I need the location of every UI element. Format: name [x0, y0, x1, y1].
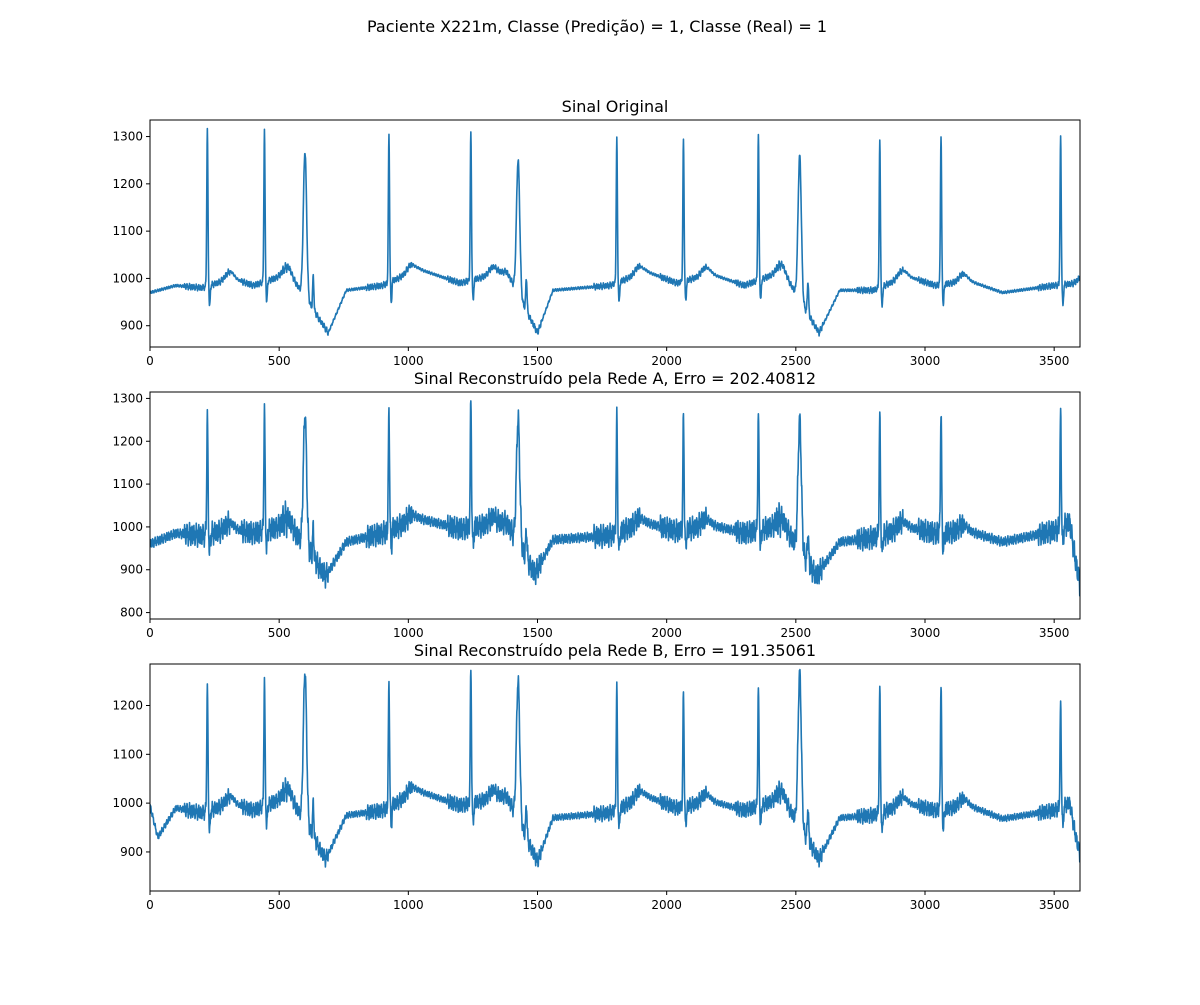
x-tick-label: 2500	[781, 626, 812, 640]
signal-line	[150, 668, 1080, 868]
subplot-title: Sinal Original	[562, 97, 669, 116]
x-tick-label: 3500	[1039, 898, 1070, 912]
y-tick-label: 1000	[112, 271, 143, 285]
x-tick-label: 3000	[910, 898, 941, 912]
x-tick-label: 500	[268, 898, 291, 912]
x-tick-label: 500	[268, 626, 291, 640]
x-tick-label: 2000	[651, 354, 682, 368]
x-tick-label: 1000	[393, 626, 424, 640]
y-tick-label: 1300	[112, 391, 143, 405]
x-tick-label: 1500	[522, 626, 553, 640]
x-tick-label: 0	[146, 626, 154, 640]
x-tick-label: 1000	[393, 898, 424, 912]
axes-frame	[149, 391, 1081, 620]
axes-frame	[149, 119, 1081, 348]
x-tick-label: 3500	[1039, 626, 1070, 640]
y-tick-label: 1000	[112, 796, 143, 810]
y-tick-label: 800	[120, 606, 143, 620]
x-tick-label: 1000	[393, 354, 424, 368]
y-tick-label: 1200	[112, 177, 143, 191]
x-tick-label: 0	[146, 898, 154, 912]
y-tick-label: 1200	[112, 698, 143, 712]
x-tick-label: 1500	[522, 898, 553, 912]
y-tick-label: 900	[120, 319, 143, 333]
x-tick-label: 3000	[910, 626, 941, 640]
y-tick-label: 1000	[112, 520, 143, 534]
x-tick-label: 2000	[651, 626, 682, 640]
x-tick-label: 1500	[522, 354, 553, 368]
y-tick-label: 1200	[112, 434, 143, 448]
x-tick-label: 3000	[910, 354, 941, 368]
axes-frame	[149, 663, 1081, 892]
subplot-2: Sinal Reconstruído pela Rede A, Erro = 2…	[112, 369, 1081, 640]
x-tick-label: 3500	[1039, 354, 1070, 368]
x-tick-label: 0	[146, 354, 154, 368]
x-tick-label: 2500	[781, 898, 812, 912]
x-tick-label: 2000	[651, 898, 682, 912]
subplot-title: Sinal Reconstruído pela Rede A, Erro = 2…	[414, 369, 816, 388]
figure-suptitle: Paciente X221m, Classe (Predição) = 1, C…	[366, 17, 828, 36]
y-tick-label: 1100	[112, 224, 143, 238]
subplot-3: Sinal Reconstruído pela Rede B, Erro = 1…	[112, 641, 1081, 912]
y-tick-label: 1100	[112, 477, 143, 491]
signal-line	[150, 400, 1080, 597]
y-tick-label: 1300	[112, 130, 143, 144]
subplot-title: Sinal Reconstruído pela Rede B, Erro = 1…	[414, 641, 816, 660]
subplot-1: Sinal Original 0 500 1000 1500 2000 2500 3000 35…	[112, 97, 1081, 368]
y-tick-label: 900	[120, 845, 143, 859]
x-tick-label: 2500	[781, 354, 812, 368]
y-tick-label: 1100	[112, 747, 143, 761]
y-tick-label: 900	[120, 563, 143, 577]
signal-line	[150, 127, 1080, 337]
x-tick-label: 500	[268, 354, 291, 368]
